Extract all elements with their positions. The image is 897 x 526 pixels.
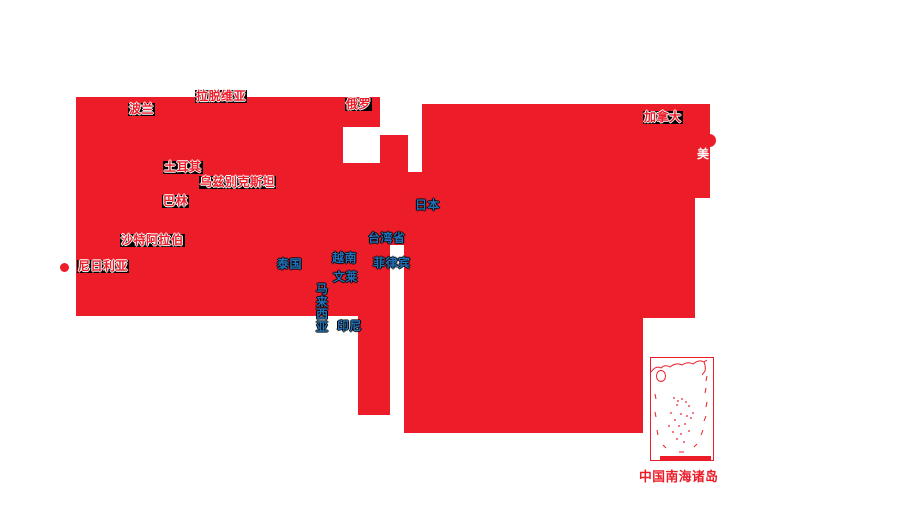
map-label-vietnam[interactable]: 越南 [332, 251, 358, 265]
map-label-poland[interactable]: 波兰 [128, 102, 156, 116]
map-label-nigeria[interactable]: 尼日利亚 [77, 259, 130, 273]
map-block-east-asia-join [380, 135, 408, 245]
inset-label: 中国南海诸岛 [639, 470, 719, 485]
south-china-sea-inset-box [650, 357, 714, 461]
map-label-saudi-arabia[interactable]: 沙特阿拉伯 [120, 233, 185, 247]
map-label-indonesia[interactable]: 印尼 [337, 319, 363, 333]
map-block-eurasia-west [76, 97, 343, 316]
inset-island-dots [668, 397, 694, 443]
map-block-central-asia [343, 163, 380, 316]
south-china-sea-inset-map-icon [650, 359, 708, 453]
inset-bottom-border [660, 456, 711, 460]
map-label-malaysia[interactable]: 马来西亚 [316, 282, 329, 334]
map-label-usa[interactable]: 美 [697, 147, 710, 161]
map-label-latvia[interactable]: 拉脱维亚 [195, 89, 248, 103]
map-label-brunei[interactable]: 文莱 [333, 270, 359, 284]
map-label-bahrain[interactable]: 巴林 [162, 194, 190, 208]
map-label-japan[interactable]: 日本 [415, 198, 441, 212]
nigeria-marker-dot[interactable] [60, 263, 69, 272]
map-block-indochina-edge [380, 245, 390, 316]
map-label-taiwan[interactable]: 台湾省 [368, 231, 406, 245]
usa-marker-dot[interactable] [703, 134, 716, 147]
map-label-uzbekistan[interactable]: 乌兹别克斯坦 [199, 175, 277, 189]
map-label-turkey[interactable]: 土耳其 [163, 160, 203, 174]
map-label-russia[interactable]: 俄罗 [345, 97, 373, 111]
map-block-indonesia-strip [358, 316, 390, 415]
map-label-philippines[interactable]: 菲律宾 [373, 256, 411, 270]
map-label-canada[interactable]: 加拿大 [643, 110, 683, 124]
map-label-thailand[interactable]: 泰国 [277, 257, 303, 271]
map-block-pacific-south [404, 198, 643, 433]
